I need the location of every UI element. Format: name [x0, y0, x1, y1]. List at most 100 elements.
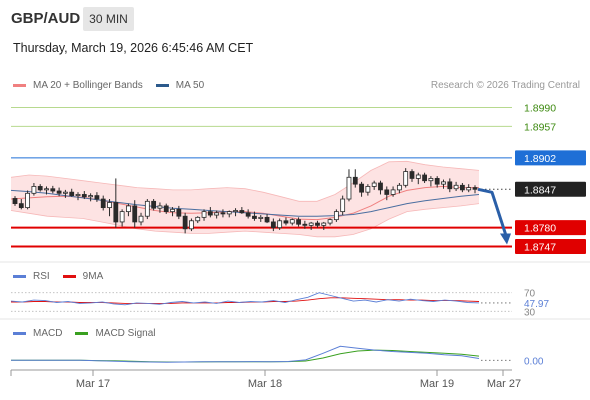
candle-body — [25, 192, 31, 209]
ma50-line — [10, 189, 480, 217]
candle-body — [315, 222, 320, 226]
chart-datetime: Thursday, March 19, 2026 6:45:46 AM CET — [13, 41, 254, 55]
legend-label-ma50: MA 50 — [175, 80, 205, 91]
candle-body — [434, 178, 440, 185]
candle-body — [207, 211, 213, 216]
main-legend: MA 20 + Bollinger Bands MA 50 — [13, 80, 217, 91]
candle-body — [409, 171, 415, 179]
candle-body — [352, 176, 358, 185]
candle-body — [453, 184, 459, 190]
level-label-pivot: 1.8902 — [524, 153, 556, 165]
candle-body — [384, 189, 390, 195]
rsi-last-value-label: 47.97 — [524, 299, 549, 310]
candle-body — [302, 223, 308, 226]
candle-body — [37, 186, 43, 191]
candle-body — [283, 220, 289, 224]
legend-label-macd-signal: MACD Signal — [95, 328, 156, 339]
rsi-9ma-line — [11, 297, 480, 304]
macd-swatch-icon — [13, 332, 26, 335]
bollinger-band-fill — [11, 161, 479, 237]
candle-body — [44, 188, 49, 191]
macd-legend: MACD MACD Signal — [13, 328, 168, 339]
candle-body — [113, 202, 119, 223]
x-tick-label: Mar 17 — [76, 378, 110, 390]
legend-label-ma20: MA 20 + Bollinger Bands — [33, 80, 143, 91]
legend-item-macd-signal: MACD Signal — [75, 328, 155, 339]
candle-body — [428, 178, 434, 182]
ma20-swatch-icon — [13, 84, 26, 87]
macd-zero-label: 0.00 — [524, 356, 544, 367]
x-tick-label: Mar 19 — [420, 378, 454, 390]
candle-body — [270, 221, 276, 229]
candle-body — [359, 183, 364, 193]
level-badge-pivot — [515, 150, 586, 166]
candle-body — [107, 202, 112, 209]
candle-body — [132, 205, 138, 223]
candle-body — [151, 200, 157, 209]
candle-body — [245, 212, 251, 217]
projection-arrow-line — [477, 187, 508, 237]
rsi-legend: RSI 9MA — [13, 271, 116, 282]
candle-body — [163, 205, 169, 213]
candle-body — [12, 198, 18, 205]
candle-body — [447, 181, 453, 190]
candle-body — [126, 205, 131, 213]
candle-body — [378, 182, 383, 191]
candle-body — [296, 219, 301, 225]
legend-item-ma20: MA 20 + Bollinger Bands — [13, 80, 143, 91]
level-label-support: 1.8747 — [524, 242, 556, 254]
candle-body — [258, 216, 264, 219]
level-badge-support — [515, 239, 586, 255]
candle-body — [466, 187, 472, 191]
level-label-target: 1.8957 — [524, 121, 556, 133]
candle-body — [264, 216, 270, 223]
rsi-level-label-70: 70 — [524, 289, 536, 300]
candle-body — [189, 220, 194, 230]
timeframe-badge[interactable]: 30 MIN — [83, 7, 134, 31]
candle-body — [327, 219, 333, 224]
macd-line — [11, 345, 480, 363]
candle-body — [81, 194, 87, 198]
rsi-swatch-icon — [13, 275, 26, 278]
candle-body — [63, 191, 68, 194]
candle-body — [138, 215, 144, 223]
candle-body — [239, 210, 245, 214]
candle-body — [94, 195, 100, 200]
ma50-swatch-icon — [155, 84, 169, 87]
rsi-level-label-30: 30 — [524, 307, 536, 318]
legend-item-rsi: RSI — [13, 271, 50, 282]
candle-body — [371, 182, 377, 187]
candle-body — [441, 181, 446, 185]
candle-body — [170, 208, 175, 213]
projection-arrow-head — [500, 233, 511, 245]
candle-body — [472, 187, 478, 190]
bollinger-upper-line — [10, 160, 480, 202]
candle-body — [56, 190, 62, 194]
candle-body — [365, 186, 371, 193]
level-label-target: 1.8990 — [524, 102, 556, 114]
candle-body — [201, 211, 207, 218]
rsi-line — [10, 292, 480, 306]
level-label-last: 1.8847 — [524, 184, 556, 196]
legend-item-ma50: MA 50 — [155, 80, 205, 91]
candle-body — [100, 198, 106, 209]
currency-pair-title: GBP/AUD — [11, 10, 81, 27]
9ma-swatch-icon — [62, 275, 76, 278]
candle-body — [119, 211, 125, 223]
candles-group — [12, 168, 478, 234]
candle-body — [31, 186, 37, 194]
candle-body — [321, 222, 327, 226]
candle-body — [195, 216, 201, 222]
bollinger-lower-line — [10, 203, 480, 238]
candle-body — [459, 184, 465, 191]
level-badge-last — [515, 181, 586, 197]
candle-body — [415, 174, 421, 179]
candle-body — [340, 198, 346, 213]
x-tick-label: Mar 27 — [487, 378, 521, 390]
candle-body — [214, 212, 220, 216]
candle-body — [289, 219, 295, 224]
candle-body — [75, 194, 81, 196]
level-badge-support — [515, 220, 586, 236]
candle-body — [403, 171, 409, 186]
